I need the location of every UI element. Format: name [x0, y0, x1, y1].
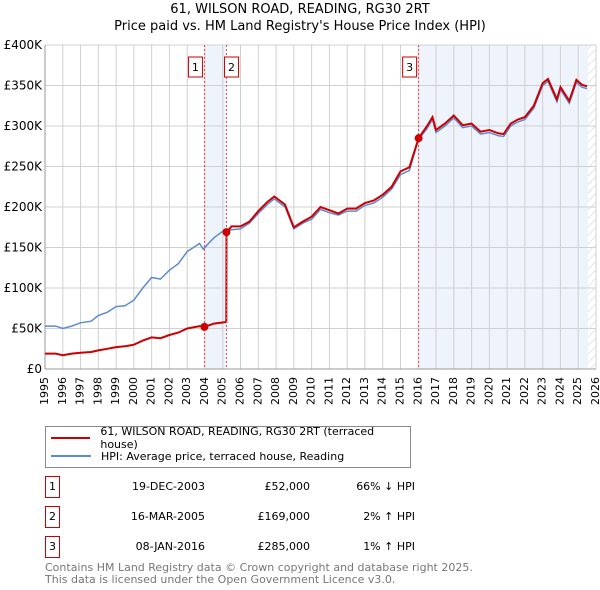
sale-badge-label: 1 [192, 61, 199, 74]
y-tick-label: £250K [4, 160, 44, 174]
legend-label: HPI: Average price, terraced house, Read… [101, 449, 345, 463]
y-tick-label: £200K [4, 200, 44, 214]
chart-subtitle: Price paid vs. HM Land Registry's House … [114, 19, 486, 34]
sale-hpi: 1% ↑ HPI [363, 540, 415, 553]
x-tick-label: 2020 [482, 377, 495, 405]
sale-row: 2 16-MAR-2005 £169,000 2% ↑ HPI [45, 506, 545, 528]
sale-point [222, 228, 231, 237]
x-tick-label: 1998 [91, 377, 104, 405]
sale-badge: 3 [45, 536, 60, 558]
sale-price: £285,000 [257, 540, 311, 553]
y-tick-label: £350K [4, 79, 44, 93]
sale-badge: 1 [45, 476, 60, 498]
footer: Contains HM Land Registry data © Crown c… [45, 562, 473, 586]
x-tick-label: 2021 [500, 377, 513, 405]
sale-date: 16-MAR-2005 [130, 510, 205, 523]
x-tick-label: 2023 [536, 377, 549, 405]
x-tick-label: 2025 [571, 377, 584, 405]
y-tick-label: £400K [4, 38, 44, 52]
x-tick-label: 1995 [38, 377, 51, 405]
x-tick-label: 2005 [216, 377, 229, 405]
legend-swatch-blue [51, 455, 91, 457]
y-tick-label: £150K [4, 241, 44, 255]
x-tick-label: 2010 [305, 377, 318, 405]
x-tick-label: 2012 [340, 377, 353, 405]
sale-point [200, 322, 209, 331]
x-tick-label: 2004 [198, 377, 211, 405]
footer-copyright: Contains HM Land Registry data © Crown c… [45, 561, 473, 574]
sale-badge-label: 2 [228, 61, 235, 74]
x-tick-label: 2014 [376, 377, 389, 405]
x-tick-label: 2018 [447, 377, 460, 405]
x-tick-label: 2002 [162, 377, 175, 405]
legend-swatch-red [51, 437, 91, 439]
x-tick-label: 1996 [56, 377, 69, 405]
sale-date: 19-DEC-2003 [131, 480, 205, 493]
y-tick-label: £100K [4, 281, 44, 295]
sale-row: 3 08-JAN-2016 £285,000 1% ↑ HPI [45, 536, 545, 558]
y-tick-label: £300K [4, 119, 44, 133]
series-line-hpi [45, 80, 588, 330]
legend: 61, WILSON ROAD, READING, RG30 2RT (terr… [45, 425, 411, 468]
sale-badge: 2 [45, 506, 60, 528]
sale-hpi: 66% ↓ HPI [356, 480, 415, 493]
y-tick-label: £50K [11, 322, 43, 336]
x-tick-label: 2006 [234, 377, 247, 405]
sale-date: 08-JAN-2016 [135, 540, 205, 553]
plot-area: 1 2 3 1995 1996 1997 1998 1999 2000 2001 2002 2003 2… [4, 38, 600, 405]
sale-badge-label: 3 [406, 61, 413, 74]
sale-price: £169,000 [257, 510, 311, 523]
x-tick-label: 2026 [589, 377, 600, 405]
series-line-property [45, 77, 588, 357]
x-tick-label: 2017 [429, 377, 442, 405]
sale-price: £52,000 [264, 480, 311, 493]
sale-badge-box [187, 56, 203, 78]
legend-item-hpi: HPI: Average price, terraced house, Read… [51, 448, 344, 464]
sale-hpi: 2% ↑ HPI [363, 510, 415, 523]
sale-badge-box [223, 56, 239, 78]
x-tick-label: 1999 [109, 377, 122, 405]
x-tick-label: 2003 [180, 377, 193, 405]
x-tick-label: 2009 [287, 377, 300, 405]
sale-row: 1 19-DEC-2003 £52,000 66% ↓ HPI [45, 476, 545, 498]
x-tick-label: 2001 [145, 377, 158, 405]
x-tick-label: 2022 [518, 377, 531, 405]
chart-title: 61, WILSON ROAD, READING, RG30 2RT [170, 2, 430, 17]
x-tick-label: 2016 [411, 377, 424, 405]
x-tick-label: 2015 [393, 377, 406, 405]
sale-badge-box [402, 56, 418, 78]
x-tick-label: 2024 [553, 377, 566, 405]
legend-item-property: 61, WILSON ROAD, READING, RG30 2RT (terr… [51, 425, 410, 451]
legend-label: 61, WILSON ROAD, READING, RG30 2RT (terr… [100, 425, 375, 451]
x-tick-label: 2000 [127, 377, 140, 405]
y-tick-label: £0 [27, 362, 42, 376]
x-tick-label: 2013 [358, 377, 371, 405]
x-tick-label: 2019 [465, 377, 478, 405]
footer-licence: This data is licensed under the Open Gov… [45, 573, 396, 586]
sale-point [414, 134, 423, 143]
x-tick-label: 2008 [269, 377, 282, 405]
x-tick-label: 2011 [322, 377, 335, 405]
x-tick-label: 1997 [74, 377, 87, 405]
x-tick-label: 2007 [251, 377, 264, 405]
